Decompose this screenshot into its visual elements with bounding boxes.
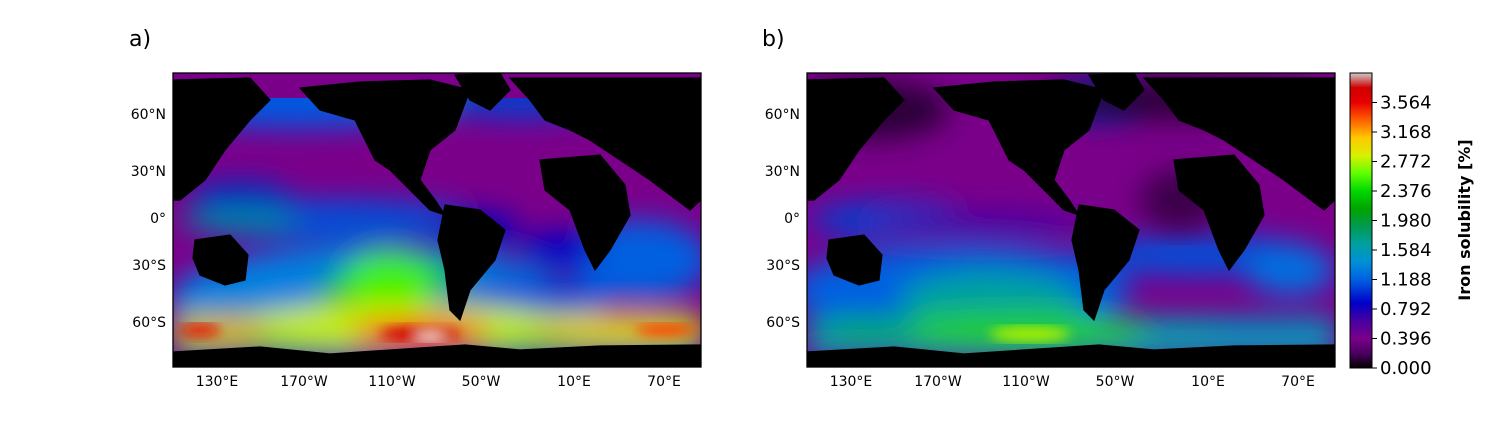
panel-b-label: b)	[762, 27, 785, 52]
panel-b-lon-tick: 170°W	[914, 374, 962, 390]
panel-b-lon-tick: 10°E	[1191, 374, 1225, 390]
colorbar-tick-label: 3.168	[1380, 122, 1432, 143]
colorbar-tick-label: 1.188	[1380, 270, 1432, 291]
panel-a-lat-tick: 60°N	[131, 107, 166, 123]
panel-b-lon-ticks: 130°E 170°W 110°W 50°W 10°E 70°E	[830, 374, 1315, 390]
panel-a-lon-tick: 130°E	[196, 374, 239, 390]
panel-a: a)	[129, 27, 702, 390]
panel-b-frame	[806, 72, 1336, 368]
colorbar-tick-label: 0.792	[1380, 299, 1432, 320]
panel-a-lon-ticks: 130°E 170°W 110°W 50°W 10°E 70°E	[196, 374, 681, 390]
panel-b-lat-tick: 30°S	[766, 258, 800, 274]
panel-a-map	[173, 73, 701, 367]
panel-a-lon-tick: 170°W	[280, 374, 328, 390]
colorbar-label: Iron solubility [%]	[1455, 139, 1474, 300]
colorbar-ticks: 0.000 0.396 0.792 1.188 1.584 1.980 2.376 2.772…	[1372, 93, 1432, 379]
panel-a-lon-tick: 50°W	[462, 374, 501, 390]
panel-b-lon-tick: 110°W	[1002, 374, 1050, 390]
colorbar-tick-label: 3.564	[1380, 93, 1432, 114]
colorbar-gradient	[1349, 72, 1373, 369]
panel-b-lon-tick: 130°E	[830, 374, 873, 390]
panel-b-continents	[807, 73, 1335, 367]
panel-b-lat-tick: 0°	[784, 211, 800, 227]
panel-b-lon-tick: 70°E	[1281, 374, 1315, 390]
colorbar-tick-label: 0.396	[1380, 329, 1432, 350]
panel-a-lon-tick: 10°E	[557, 374, 591, 390]
colorbar-tick-label: 2.376	[1380, 181, 1432, 202]
colorbar: 0.000 0.396 0.792 1.188 1.584 1.980 2.376 2.772…	[1349, 72, 1474, 379]
panel-b-map	[807, 73, 1335, 367]
panel-a-lon-tick: 70°E	[647, 374, 681, 390]
panel-b-lat-ticks: 60°N 30°N 0° 30°S 60°S	[765, 107, 800, 331]
panel-a-lon-tick: 110°W	[368, 374, 416, 390]
panel-b-lat-tick: 30°N	[765, 164, 800, 180]
panel-a-lat-ticks: 60°N 30°N 0° 30°S 60°S	[131, 107, 166, 331]
panel-a-continents	[173, 73, 701, 367]
colorbar-tick-label: 1.584	[1380, 240, 1432, 261]
panel-b-peaks	[990, 326, 1070, 342]
panel-a-lat-tick: 60°S	[132, 315, 166, 331]
panel-b: b)	[762, 27, 1336, 390]
panel-b-lon-tick: 50°W	[1096, 374, 1135, 390]
panel-a-lat-tick: 30°S	[132, 258, 166, 274]
panel-a-lat-tick: 30°N	[131, 164, 166, 180]
panel-a-peaks	[180, 324, 695, 341]
colorbar-tick-label: 1.980	[1380, 211, 1432, 232]
panel-b-lat-tick: 60°S	[766, 315, 800, 331]
panel-a-label: a)	[129, 27, 151, 52]
colorbar-tick-label: 0.000	[1380, 358, 1432, 379]
colorbar-tick-label: 2.772	[1380, 152, 1432, 173]
panel-a-frame	[172, 72, 702, 368]
panel-a-lat-tick: 0°	[150, 211, 166, 227]
panel-b-lat-tick: 60°N	[765, 107, 800, 123]
